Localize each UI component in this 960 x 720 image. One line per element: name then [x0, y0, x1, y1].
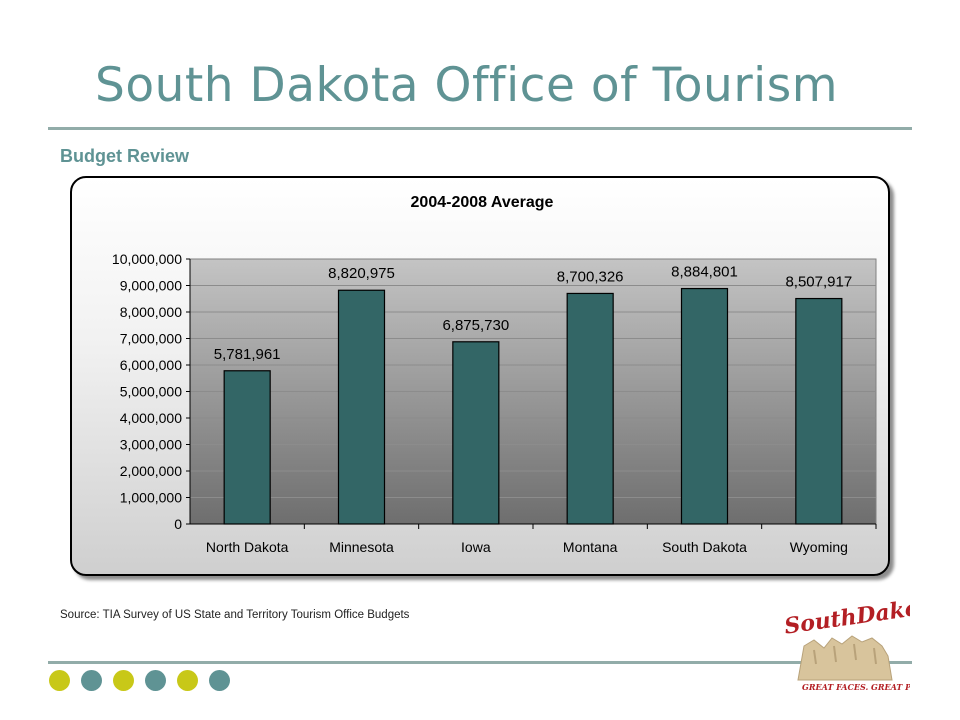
y-tick-label: 2,000,000 [120, 463, 182, 479]
x-tick-label: South Dakota [662, 539, 747, 555]
data-label: 8,820,975 [328, 265, 395, 282]
x-tick-label: Minnesota [329, 539, 394, 555]
decorative-dot [209, 670, 230, 691]
footer-divider [48, 661, 912, 664]
y-tick-label: 1,000,000 [120, 490, 182, 506]
bar [566, 292, 614, 525]
x-tick-label: Wyoming [790, 539, 848, 555]
y-tick-label: 0 [174, 516, 182, 532]
y-tick-label: 10,000,000 [112, 251, 182, 267]
logo-wordmark: SouthDakota [783, 594, 910, 640]
decorative-dot [177, 670, 198, 691]
bar [680, 287, 729, 525]
decorative-dot [113, 670, 134, 691]
y-tick-label: 6,000,000 [120, 357, 182, 373]
logo-tagline: GREAT FACES. GREAT PLACES. [802, 682, 910, 692]
source-note: Source: TIA Survey of US State and Terri… [60, 609, 410, 621]
chart-title: 2004-2008 Average [411, 194, 554, 211]
mountain-faces-icon [797, 635, 893, 681]
data-label: 8,884,801 [671, 264, 738, 281]
y-tick-label: 7,000,000 [120, 331, 182, 347]
decorative-dot [145, 670, 166, 691]
y-tick-label: 8,000,000 [120, 304, 182, 320]
bar [337, 289, 386, 525]
data-label: 8,700,326 [557, 268, 624, 285]
data-label: 5,781,961 [214, 346, 281, 363]
decorative-dot [49, 670, 70, 691]
bar [795, 297, 843, 525]
bar [223, 370, 271, 525]
page-title: South Dakota Office of Tourism [95, 58, 838, 113]
y-tick-label: 4,000,000 [120, 410, 182, 426]
y-tick-label: 3,000,000 [120, 437, 182, 453]
y-tick-label: 5,000,000 [120, 384, 182, 400]
section-subtitle: Budget Review [60, 146, 190, 166]
south-dakota-logo: SouthDakota GREAT FACES. GREAT PLACES. [783, 594, 910, 692]
bar [452, 341, 500, 525]
decorative-dot [81, 670, 102, 691]
data-label: 6,875,730 [442, 317, 509, 334]
y-tick-label: 9,000,000 [120, 278, 182, 294]
title-divider [48, 127, 912, 130]
x-tick-label: North Dakota [206, 539, 289, 555]
data-label: 8,507,917 [785, 274, 852, 291]
x-tick-label: Iowa [461, 539, 491, 555]
x-tick-label: Montana [563, 539, 618, 555]
